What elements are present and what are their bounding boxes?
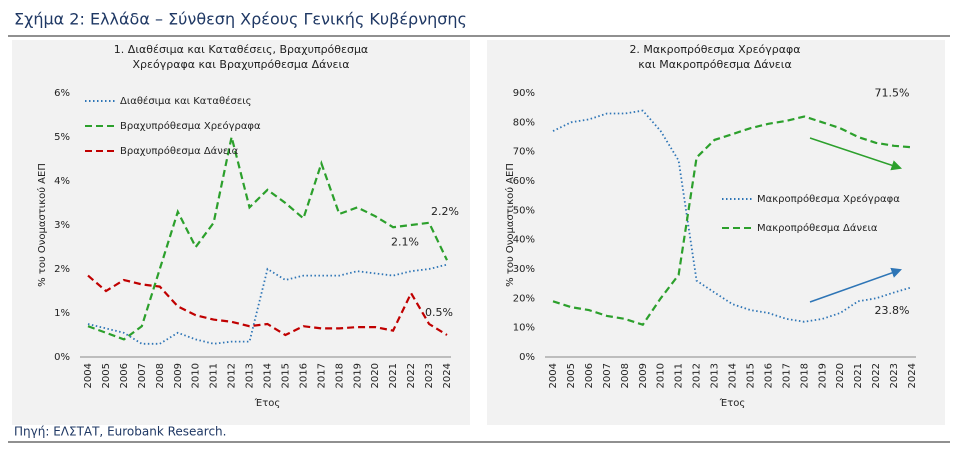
line [552, 115, 913, 326]
legend-label: Μακροπρόθεσμα Χρεόγραφα [757, 193, 900, 205]
line [552, 109, 913, 323]
x-tick-label: 2014 [728, 363, 739, 388]
x-tick-label: 2010 [191, 363, 202, 388]
x-tick-label: 2022 [871, 363, 882, 388]
x-tick-label: 2022 [406, 363, 417, 388]
legend-label: Βραχυπρόθεσμα Δάνεια [120, 145, 239, 157]
y-tick-label: 20% [513, 293, 535, 304]
line [87, 136, 448, 341]
x-tick-label: 2023 [424, 363, 435, 388]
y-tick-label: 3% [54, 220, 70, 231]
x-tick-label: 2005 [566, 363, 577, 388]
x-tick-label: 2015 [745, 363, 756, 388]
x-axis-label: Έτος [254, 397, 280, 409]
x-tick-label: 2013 [710, 363, 721, 388]
x-tick-label: 2008 [155, 363, 166, 388]
figure-title: Σχήμα 2: Ελλάδα – Σύνθεση Χρέους Γενικής… [14, 10, 467, 29]
y-tick-label: 70% [513, 147, 535, 158]
chart-title: Χρεόγραφα και Βραχυπρόθεσμα Δάνεια [133, 58, 350, 71]
y-axis-label: % του Ονομαστικού ΑΕΠ [36, 163, 48, 287]
x-tick-label: 2018 [799, 363, 810, 388]
value-label: 0.5% [425, 306, 453, 319]
x-tick-label: 2009 [638, 363, 649, 388]
panel [487, 40, 945, 425]
x-tick-label: 2004 [548, 363, 559, 388]
y-tick-label: 6% [54, 88, 70, 99]
y-tick-label: 80% [513, 117, 535, 128]
x-tick-label: 2013 [245, 363, 256, 388]
x-tick-label: 2016 [298, 363, 309, 388]
y-tick-label: 90% [513, 88, 535, 99]
line [87, 274, 448, 337]
y-tick-label: 4% [54, 176, 70, 187]
x-tick-label: 2023 [889, 363, 900, 388]
chart-title: 2. Μακροπρόθεσμα Χρεόγραφα [629, 43, 800, 56]
y-tick-label: 60% [513, 176, 535, 187]
x-tick-label: 2019 [352, 363, 363, 388]
y-axis-label: % του Ονομαστικού ΑΕΠ [504, 163, 516, 287]
chart-title: και Μακροπρόθεσμα Δάνεια [638, 58, 791, 71]
chart-title: 1. Διαθέσιμα και Καταθέσεις, Βραχυπρόθεσ… [114, 43, 368, 56]
x-tick-label: 2007 [602, 363, 613, 388]
x-tick-label: 2009 [173, 363, 184, 388]
x-tick-label: 2021 [853, 363, 864, 388]
x-tick-label: 2008 [620, 363, 631, 388]
x-tick-label: 2011 [674, 363, 685, 388]
x-tick-label: 2004 [83, 363, 94, 388]
y-tick-label: 0% [519, 352, 535, 363]
legend-label: Διαθέσιμα και Καταθέσεις [120, 95, 252, 107]
y-tick-label: 10% [513, 323, 535, 334]
trend-arrow [809, 267, 902, 303]
y-tick-label: 40% [513, 235, 535, 246]
value-label: 2.1% [391, 236, 419, 249]
x-tick-label: 2024 [442, 363, 453, 388]
x-tick-label: 2016 [763, 363, 774, 388]
x-tick-label: 2006 [119, 363, 130, 388]
x-tick-label: 2015 [280, 363, 291, 388]
x-tick-label: 2012 [692, 363, 703, 388]
y-tick-label: 1% [54, 308, 70, 319]
x-tick-label: 2020 [835, 363, 846, 388]
value-label: 23.8% [875, 304, 910, 317]
x-tick-label: 2012 [227, 363, 238, 388]
x-tick-label: 2006 [584, 363, 595, 388]
source: Πηγή: ΕΛΣΤΑΤ, Eurobank Research. [14, 425, 226, 439]
legend-label: Βραχυπρόθεσμα Χρεόγραφα [120, 120, 261, 132]
x-tick-label: 2019 [817, 363, 828, 388]
x-tick-label: 2017 [316, 363, 327, 388]
value-label: 2.2% [431, 205, 459, 218]
x-tick-label: 2011 [209, 363, 220, 388]
x-tick-label: 2018 [334, 363, 345, 388]
y-tick-label: 30% [513, 264, 535, 275]
y-tick-label: 0% [54, 352, 70, 363]
x-tick-label: 2017 [781, 363, 792, 388]
trend-arrow [809, 137, 902, 171]
panel [12, 40, 470, 425]
line [87, 263, 448, 345]
legend-label: Μακροπρόθεσμα Δάνεια [757, 222, 878, 234]
y-tick-label: 2% [54, 264, 70, 275]
value-label: 71.5% [875, 86, 910, 99]
x-tick-label: 2020 [370, 363, 381, 388]
y-tick-label: 50% [513, 205, 535, 216]
x-tick-label: 2007 [137, 363, 148, 388]
x-tick-label: 2021 [388, 363, 399, 388]
y-tick-label: 5% [54, 132, 70, 143]
x-tick-label: 2010 [656, 363, 667, 388]
x-tick-label: 2005 [101, 363, 112, 388]
x-tick-label: 2014 [263, 363, 274, 388]
x-tick-label: 2024 [907, 363, 918, 388]
x-axis-label: Έτος [719, 397, 745, 409]
